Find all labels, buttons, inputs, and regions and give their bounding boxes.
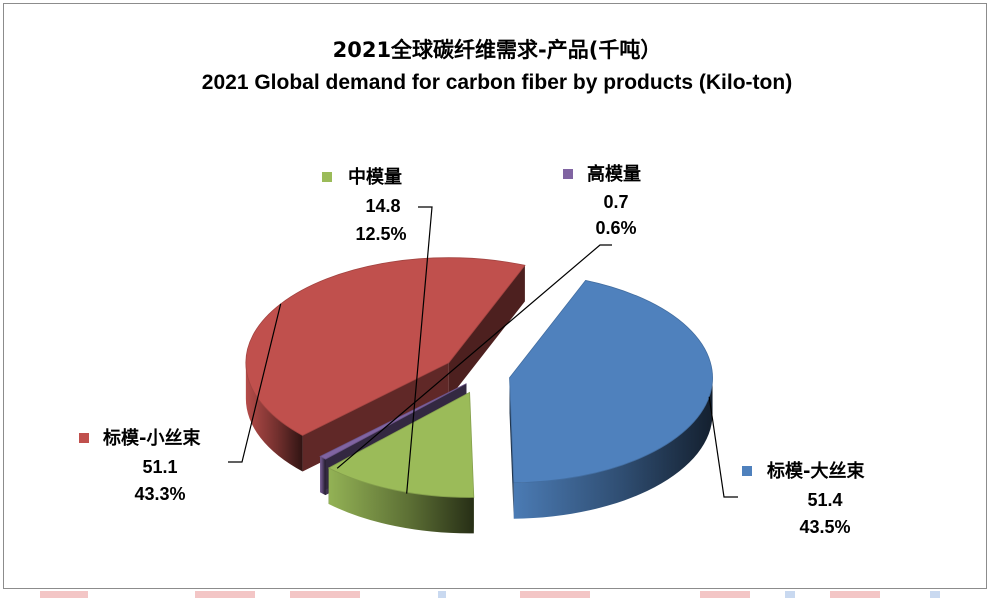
- slice-label-large-tow: 标模-大丝束 51.4 43.5%: [742, 460, 865, 537]
- marker-high-modulus: [563, 169, 573, 179]
- slice-small-tow: [245, 257, 526, 472]
- strip-block: [195, 591, 255, 598]
- slice-label-small-tow: 标模-小丝束 51.1 43.3%: [79, 427, 201, 504]
- strip-block: [520, 591, 590, 598]
- label-percent-large-tow: 43.5%: [799, 517, 850, 537]
- label-value-mid-modulus: 14.8: [365, 196, 400, 216]
- leader-line-mid-modulus: [406, 206, 433, 494]
- slice-top: [509, 279, 713, 484]
- slice-cut-wall: [302, 362, 449, 472]
- label-percent-small-tow: 43.3%: [134, 484, 185, 504]
- bottom-decor-strip: [0, 591, 994, 598]
- marker-mid-modulus: [322, 172, 332, 182]
- slice-label-mid-modulus: 中模量 14.8 12.5%: [322, 166, 407, 244]
- label-percent-mid-modulus: 12.5%: [355, 224, 406, 244]
- slice-mid-modulus: [327, 391, 475, 534]
- strip-block: [290, 591, 360, 598]
- label-name-large-tow: 标模-大丝束: [766, 460, 865, 482]
- strip-block: [40, 591, 88, 598]
- strip-block: [830, 591, 880, 598]
- slice-large-tow: [509, 279, 713, 519]
- slices-layer: [245, 257, 713, 534]
- slice-side: [328, 467, 474, 534]
- strip-block: [930, 591, 940, 598]
- leader-line-small-tow: [228, 303, 282, 463]
- chart-title: 2021全球碳纤维需求-产品(千吨）: [333, 38, 662, 62]
- marker-small-tow: [79, 433, 89, 443]
- slice-side: [320, 456, 326, 496]
- label-name-small-tow: 标模-小丝束: [102, 427, 201, 449]
- strip-block: [785, 591, 795, 598]
- label-name-mid-modulus: 中模量: [348, 166, 402, 188]
- leader-line-high-modulus: [336, 244, 612, 469]
- leader-lines: [228, 206, 738, 498]
- label-name-high-modulus: 高模量: [587, 163, 641, 185]
- slice-top: [327, 391, 475, 498]
- strip-block: [438, 591, 446, 598]
- label-value-high-modulus: 0.7: [603, 192, 628, 212]
- chart-subtitle: 2021 Global demand for carbon fiber by p…: [202, 71, 792, 94]
- label-percent-high-modulus: 0.6%: [595, 218, 636, 238]
- slice-side: [245, 362, 303, 472]
- strip-block: [700, 591, 750, 598]
- marker-large-tow: [742, 466, 752, 476]
- slice-side: [513, 377, 713, 519]
- label-value-large-tow: 51.4: [807, 490, 842, 510]
- slice-cut-wall: [448, 265, 525, 399]
- leader-line-large-tow: [708, 396, 738, 498]
- label-value-small-tow: 51.1: [142, 457, 177, 477]
- slice-label-high-modulus: 高模量 0.7 0.6%: [563, 163, 641, 238]
